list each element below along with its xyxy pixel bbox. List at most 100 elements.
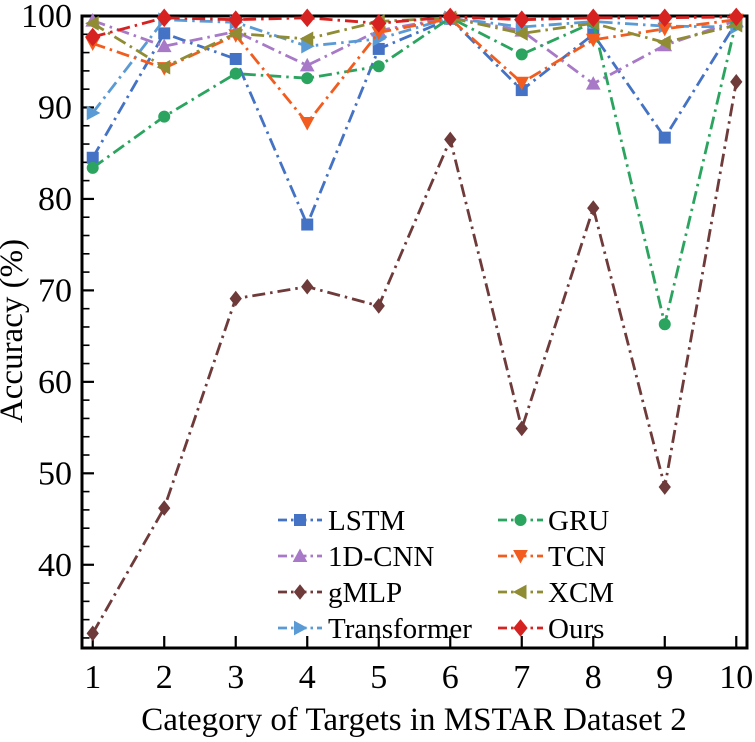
series-XCM-marker: [228, 26, 242, 41]
series-GRU-marker: [301, 72, 314, 85]
legend-label: Ours: [548, 613, 604, 645]
series-gMLP-marker: [372, 298, 385, 314]
series-LSTM-marker: [229, 52, 242, 65]
legend-label: XCM: [548, 577, 614, 609]
x-tick-label: 6: [442, 659, 459, 696]
series-gMLP-marker: [587, 200, 600, 216]
legend-layer: LSTM 1D-CNN gMLP Transformer GRU TCN XCM Ours: [278, 505, 614, 645]
legend-item-TCN: TCN: [498, 541, 606, 573]
legend-marker: [294, 620, 308, 636]
legend-marker: [292, 548, 308, 562]
series-1D-CNN-marker: [156, 38, 172, 53]
legend-label: GRU: [548, 505, 609, 537]
x-tick-label: 7: [513, 659, 530, 696]
legend-marker: [513, 550, 528, 564]
series-Ours-marker: [657, 8, 673, 28]
plot-box: [80, 14, 749, 650]
series-layer: [85, 7, 744, 642]
y-tick-label: 80: [38, 181, 72, 218]
series-GRU-marker: [515, 48, 528, 61]
series-TCN-marker: [585, 33, 601, 48]
y-tick-label: 90: [38, 89, 72, 126]
series-GRU-marker: [229, 67, 242, 80]
series-1D-CNN-marker: [585, 76, 601, 90]
series-GRU-marker: [86, 161, 99, 174]
x-tick-label: 1: [84, 659, 101, 696]
x-tick-label: 5: [370, 659, 387, 696]
series-LSTM-marker: [301, 218, 314, 231]
x-axis-title: Category of Targets in MSTAR Dataset 2: [141, 702, 687, 738]
y-tick-label: 50: [38, 455, 72, 492]
series-Ours-marker: [156, 8, 172, 28]
x-tick-label: 4: [299, 659, 316, 696]
legend-label: LSTM: [328, 505, 405, 537]
series-LSTM-marker: [658, 131, 671, 144]
x-tick-label: 8: [585, 659, 602, 696]
series-gMLP-marker: [229, 290, 242, 307]
series-1D-CNN-line: [92, 16, 737, 86]
series-TCN-marker: [514, 76, 530, 91]
series-Transformer-marker: [86, 105, 101, 121]
series-Ours-marker: [371, 14, 387, 33]
series-Ours-marker: [228, 10, 244, 29]
series-gMLP-marker: [301, 278, 314, 295]
legend-item-gMLP: gMLP: [278, 577, 402, 609]
series-XCM-marker: [85, 15, 99, 31]
x-tick-label: 2: [156, 659, 173, 696]
series-XCM-marker: [657, 35, 671, 50]
series-GRU-marker: [158, 110, 171, 123]
series-TCN-marker: [299, 117, 315, 131]
legend-item-Ours: Ours: [498, 613, 604, 645]
series-Ours-marker: [85, 27, 101, 47]
series-LSTM-marker: [86, 151, 99, 164]
series-LSTM-line: [91, 17, 738, 229]
series-Ours-marker: [585, 8, 601, 28]
series-GRU-marker: [658, 318, 671, 331]
y-tick-label: 100: [21, 0, 72, 35]
legend-label: gMLP: [328, 577, 402, 609]
series-GRU-line: [91, 16, 738, 325]
legend-label: 1D-CNN: [328, 541, 434, 573]
series-XCM-marker: [299, 31, 314, 47]
legend-item-Transformer: Transformer: [278, 613, 472, 645]
series-gMLP-marker: [158, 500, 171, 516]
series-Ours-marker: [514, 10, 530, 29]
series-gMLP-marker: [86, 625, 99, 642]
series-Ours-line: [92, 15, 737, 39]
legend-marker: [512, 584, 527, 600]
series-1D-CNN-marker: [299, 57, 315, 72]
series-LSTM-marker: [372, 42, 385, 55]
legend-item-GRU: GRU: [498, 505, 609, 537]
series-Ours-marker: [299, 8, 315, 28]
legend-item-XCM: XCM: [498, 577, 614, 609]
series-GRU-marker: [372, 60, 385, 73]
x-tick-label: 3: [227, 659, 244, 696]
series-gMLP-marker: [515, 420, 528, 437]
series-XCM-marker: [156, 59, 171, 75]
legend-marker: [294, 514, 306, 526]
legend-marker: [293, 584, 307, 600]
series-LSTM-marker: [158, 27, 171, 40]
legend-item-LSTM: LSTM: [278, 505, 405, 537]
y-tick-label: 70: [38, 272, 72, 309]
series-gMLP-marker: [658, 479, 671, 495]
series-Ours-marker: [728, 7, 744, 27]
legend-label: TCN: [548, 541, 606, 573]
x-tick-label: 10: [719, 659, 753, 696]
legend-marker: [513, 619, 528, 637]
legend-item-1D-CNN: 1D-CNN: [278, 541, 434, 573]
y-axis-title: Accuracy (%): [0, 239, 30, 423]
legend-label: Transformer: [328, 613, 472, 645]
series-XCM-marker: [514, 26, 528, 41]
y-tick-label: 60: [38, 364, 72, 401]
series-Transformer-line: [91, 16, 737, 114]
axes-layer: 40 50 60 70 80 90 100 1 2 3 4 5 6 7 8 9 10: [21, 0, 753, 696]
x-tick-label: 9: [656, 659, 673, 696]
y-tick-label: 40: [38, 547, 72, 584]
series-gMLP-marker: [444, 131, 457, 148]
series-gMLP-marker: [730, 74, 743, 90]
legend-marker: [514, 514, 527, 526]
series-Ours-marker: [442, 7, 458, 27]
